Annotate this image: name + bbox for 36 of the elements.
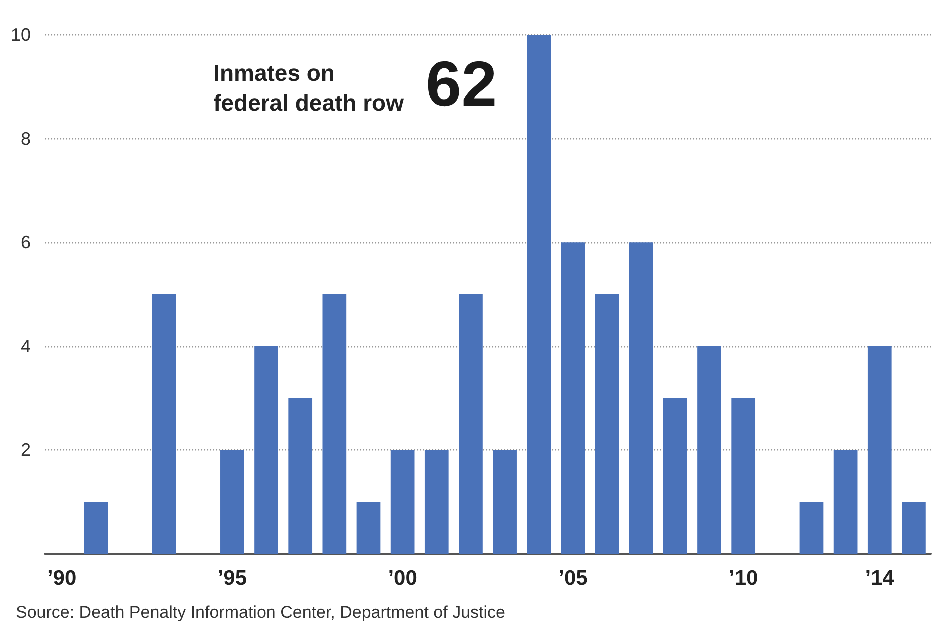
y-tick-label: 4 xyxy=(21,336,32,356)
bar xyxy=(84,502,108,554)
y-tick-label: 8 xyxy=(21,128,32,149)
bar xyxy=(800,502,824,554)
y-tick-label: 2 xyxy=(21,440,32,460)
bar xyxy=(629,242,654,554)
annotation: Inmates on federal death row xyxy=(214,60,404,116)
x-tick-label: ’00 xyxy=(388,567,418,590)
bar xyxy=(288,398,313,554)
x-tick-label: ’95 xyxy=(218,567,248,590)
y-tick-label: 6 xyxy=(21,232,32,253)
x-tick-label: ’05 xyxy=(558,567,588,590)
bar xyxy=(356,502,381,554)
bar xyxy=(561,242,586,554)
bar xyxy=(664,398,688,554)
bar xyxy=(424,450,449,554)
source-note: Source: Death Penalty Information Center, Department of Justice xyxy=(16,603,506,622)
bar xyxy=(254,346,278,554)
bar xyxy=(595,294,620,554)
bar xyxy=(459,294,483,554)
bar xyxy=(322,294,347,554)
bar xyxy=(220,450,244,554)
bar xyxy=(868,346,892,554)
bar xyxy=(732,398,756,554)
x-tick-label: ’14 xyxy=(865,567,895,590)
bar xyxy=(390,450,415,554)
bar xyxy=(698,346,722,554)
bar xyxy=(152,294,176,554)
x-tick-label: ’90 xyxy=(47,567,77,590)
bar xyxy=(527,35,552,554)
annotation: 62 xyxy=(426,48,498,120)
bar xyxy=(493,450,517,554)
bar xyxy=(834,450,858,554)
y-tick-label: 10 xyxy=(10,25,32,45)
bar xyxy=(902,502,926,554)
x-tick-label: ’10 xyxy=(728,567,758,590)
